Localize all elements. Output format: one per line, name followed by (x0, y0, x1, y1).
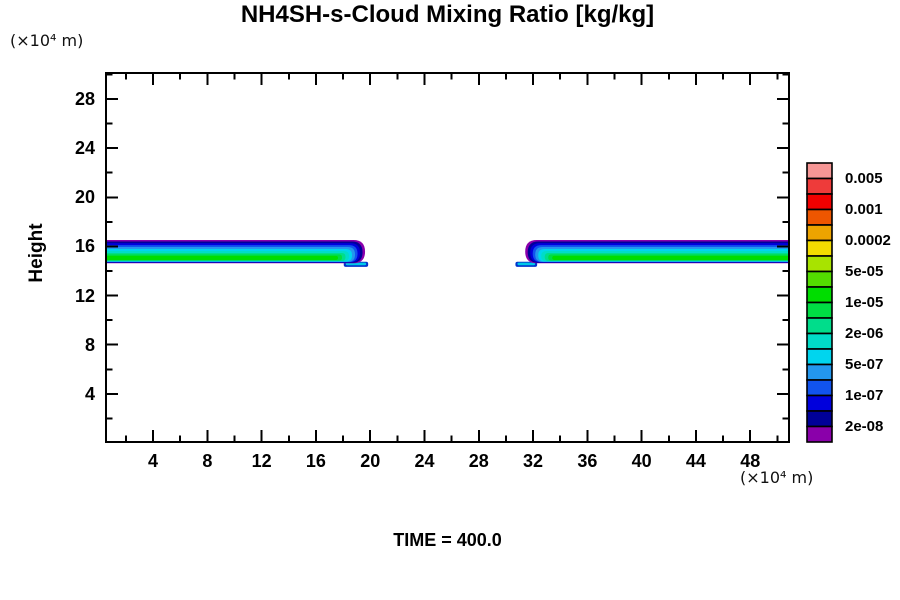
colorbar-cell (806, 301, 833, 319)
colorbar-label: 0.005 (845, 169, 883, 187)
colorbar-cell (806, 363, 833, 381)
x-axis-unit-label: (×10⁴ m) (740, 468, 814, 487)
colorbar-cell (806, 332, 833, 350)
colorbar-cell (806, 286, 833, 304)
y-tick-label: 8 (84, 334, 95, 355)
cloud-bands (105, 240, 790, 267)
colorbar-label: 5e-05 (845, 262, 884, 280)
cloud-band-lip-core (517, 262, 536, 266)
time-annotation: TIME = 400.0 (393, 530, 502, 550)
plot-area (105, 72, 790, 443)
colorbar-cell (806, 425, 833, 443)
colorbar-cell (806, 162, 833, 180)
colorbar-label: 2e-08 (845, 417, 884, 435)
x-tick-label: 24 (414, 451, 435, 471)
colorbar-cell (806, 394, 833, 412)
y-axis-unit-label: (×10⁴ m) (10, 31, 84, 50)
y-tick-label: 12 (74, 285, 95, 306)
colorbar-cell (806, 255, 833, 273)
y-tick-label: 20 (74, 187, 95, 208)
y-tick-label: 28 (74, 89, 95, 110)
colorbar-label: 0.001 (845, 200, 883, 218)
cloud-contour-layer (552, 255, 790, 260)
y-tick-label: 4 (84, 383, 95, 404)
x-tick-label: 16 (305, 451, 326, 471)
x-tick-label: 28 (468, 451, 489, 471)
x-tick-label: 20 (360, 451, 381, 471)
x-tick-label: 40 (631, 451, 652, 471)
colorbar (806, 162, 833, 443)
colorbar-cell (806, 193, 833, 211)
colorbar-label: 5e-07 (845, 355, 884, 373)
colorbar-cell (806, 177, 833, 195)
x-tick-label: 8 (202, 451, 213, 471)
colorbar-label: 0.0002 (845, 231, 891, 249)
colorbar-label: 1e-07 (845, 386, 884, 404)
colorbar-cell (806, 239, 833, 257)
x-tick-label: 36 (577, 451, 598, 471)
plot-border (105, 72, 790, 443)
x-tick-label: 32 (523, 451, 544, 471)
y-tick-label: 24 (74, 138, 95, 159)
x-tick-label: 12 (251, 451, 272, 471)
x-tick-label: 44 (685, 451, 706, 471)
colorbar-cell (806, 317, 833, 335)
chart-title: NH4SH-s-Cloud Mixing Ratio [kg/kg] (240, 1, 655, 28)
axes-frame (105, 72, 790, 443)
cloud-contour-layer (105, 255, 339, 260)
colorbar-cell (806, 379, 833, 397)
colorbar-cell (806, 224, 833, 242)
colorbar-label: 1e-05 (845, 293, 884, 311)
colorbar-cell (806, 270, 833, 288)
x-tick-label: 4 (148, 451, 159, 471)
colorbar-label: 2e-06 (845, 324, 884, 342)
x-tick-label: 48 (740, 451, 761, 471)
colorbar-cell (806, 208, 833, 226)
colorbar-cell (806, 410, 833, 428)
y-tick-label: 16 (74, 236, 95, 257)
colorbar-cell (806, 348, 833, 366)
